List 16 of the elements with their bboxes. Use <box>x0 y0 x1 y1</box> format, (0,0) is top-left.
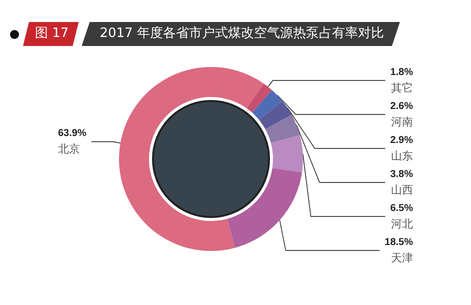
slice-label: 其它 <box>391 81 413 94</box>
data-label: 6.5% <box>390 202 414 214</box>
slice-label: 北京 <box>58 142 80 156</box>
data-label: 1.8% <box>390 66 414 78</box>
data-label: 18.5% <box>384 236 414 248</box>
data-label: 2.6% <box>390 100 414 112</box>
chart-title: 2017 年度各省市户式煤改空气源热泵占有率对比 <box>82 22 400 46</box>
slice-label: 山西 <box>391 183 413 196</box>
slice-label: 天津 <box>391 251 413 264</box>
caption: 图 17 <box>23 22 79 46</box>
slice-label: 河南 <box>391 115 413 128</box>
data-label: 3.8% <box>390 168 414 180</box>
slice-label: 河北 <box>391 217 413 230</box>
data-label: 63.9% <box>58 128 86 140</box>
data-label: 2.9% <box>390 134 414 146</box>
slice-label: 山东 <box>391 149 413 162</box>
